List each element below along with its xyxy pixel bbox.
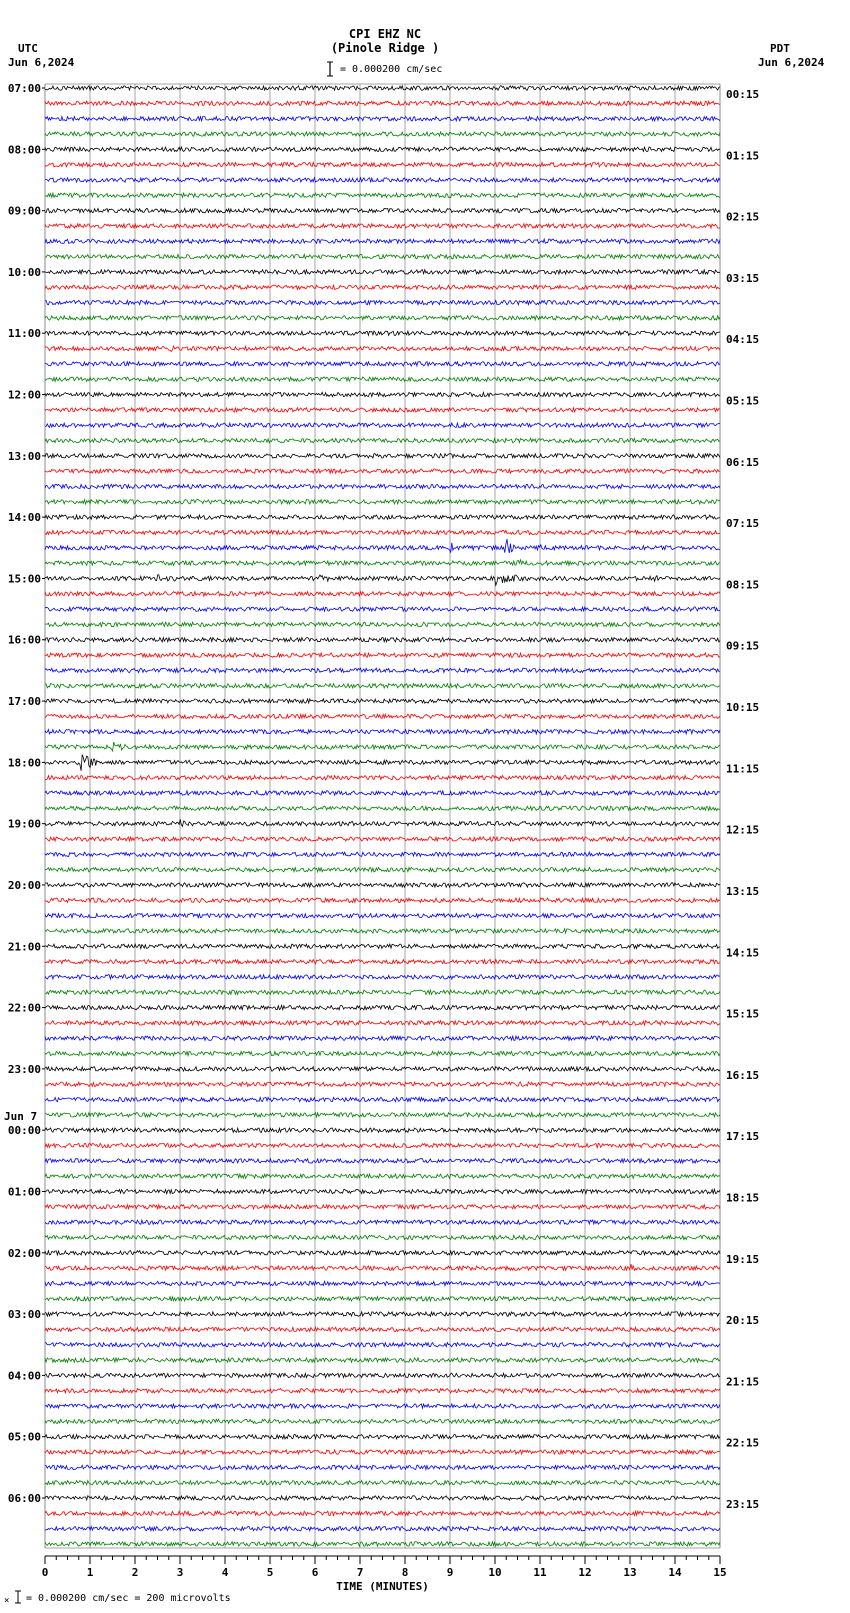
- svg-text:CPI EHZ NC: CPI EHZ NC: [349, 27, 421, 41]
- svg-text:00:15: 00:15: [726, 88, 759, 101]
- svg-text:14: 14: [668, 1566, 682, 1579]
- svg-text:22:15: 22:15: [726, 1437, 759, 1450]
- svg-text:0: 0: [42, 1566, 49, 1579]
- svg-text:17:15: 17:15: [726, 1130, 759, 1143]
- svg-text:02:00: 02:00: [8, 1247, 41, 1260]
- svg-text:8: 8: [402, 1566, 409, 1579]
- svg-text:4: 4: [222, 1566, 229, 1579]
- svg-text:00:00: 00:00: [8, 1124, 41, 1137]
- svg-text:07:00: 07:00: [8, 82, 41, 95]
- svg-text:22:00: 22:00: [8, 1002, 41, 1015]
- svg-text:07:15: 07:15: [726, 517, 759, 530]
- svg-text:3: 3: [177, 1566, 184, 1579]
- svg-text:13: 13: [623, 1566, 636, 1579]
- svg-text:11:00: 11:00: [8, 327, 41, 340]
- svg-text:01:00: 01:00: [8, 1185, 41, 1198]
- svg-text:23:00: 23:00: [8, 1063, 41, 1076]
- svg-text:1: 1: [87, 1566, 94, 1579]
- svg-text:Jun 7: Jun 7: [4, 1110, 37, 1123]
- svg-text:16:00: 16:00: [8, 634, 41, 647]
- svg-text:23:15: 23:15: [726, 1498, 759, 1511]
- svg-text:10: 10: [488, 1566, 501, 1579]
- svg-text:5: 5: [267, 1566, 274, 1579]
- svg-text:15:15: 15:15: [726, 1008, 759, 1021]
- svg-text:= 0.000200 cm/sec: = 0.000200 cm/sec: [340, 64, 442, 75]
- svg-text:03:15: 03:15: [726, 272, 759, 285]
- svg-text:04:00: 04:00: [8, 1369, 41, 1382]
- svg-text:19:15: 19:15: [726, 1253, 759, 1266]
- svg-text:14:00: 14:00: [8, 511, 41, 524]
- svg-text:11:15: 11:15: [726, 762, 759, 775]
- svg-text:21:00: 21:00: [8, 940, 41, 953]
- svg-text:(Pinole Ridge ): (Pinole Ridge ): [331, 41, 439, 55]
- svg-text:= 0.000200 cm/sec = 200 mic: = 0.000200 cm/sec = 200 microvolts: [26, 1593, 231, 1604]
- svg-text:TIME (MINUTES): TIME (MINUTES): [336, 1580, 429, 1593]
- svg-text:12: 12: [578, 1566, 591, 1579]
- svg-text:18:00: 18:00: [8, 756, 41, 769]
- svg-text:05:15: 05:15: [726, 395, 759, 408]
- svg-text:09:00: 09:00: [8, 205, 41, 218]
- svg-text:20:15: 20:15: [726, 1314, 759, 1327]
- svg-text:21:15: 21:15: [726, 1375, 759, 1388]
- svg-text:Jun 6,2024: Jun 6,2024: [8, 56, 75, 69]
- svg-text:15:00: 15:00: [8, 572, 41, 585]
- svg-text:05:00: 05:00: [8, 1431, 41, 1444]
- svg-text:14:15: 14:15: [726, 946, 759, 959]
- svg-text:13:00: 13:00: [8, 450, 41, 463]
- svg-text:12:00: 12:00: [8, 389, 41, 402]
- svg-text:08:15: 08:15: [726, 578, 759, 591]
- svg-text:03:00: 03:00: [8, 1308, 41, 1321]
- svg-text:2: 2: [132, 1566, 139, 1579]
- svg-text:04:15: 04:15: [726, 333, 759, 346]
- svg-text:08:00: 08:00: [8, 143, 41, 156]
- svg-text:09:15: 09:15: [726, 640, 759, 653]
- svg-text:10:15: 10:15: [726, 701, 759, 714]
- svg-text:06:15: 06:15: [726, 456, 759, 469]
- svg-text:12:15: 12:15: [726, 824, 759, 837]
- svg-text:16:15: 16:15: [726, 1069, 759, 1082]
- svg-text:10:00: 10:00: [8, 266, 41, 279]
- svg-text:PDT: PDT: [770, 42, 790, 55]
- seismogram-chart: CPI EHZ NC(Pinole Ridge ) = 0.000200 cm/s…: [0, 0, 850, 1613]
- svg-text:18:15: 18:15: [726, 1191, 759, 1204]
- svg-text:15: 15: [713, 1566, 726, 1579]
- svg-text:01:15: 01:15: [726, 149, 759, 162]
- svg-text:19:00: 19:00: [8, 818, 41, 831]
- svg-text:×: ×: [4, 1596, 9, 1606]
- svg-text:6: 6: [312, 1566, 319, 1579]
- svg-text:7: 7: [357, 1566, 364, 1579]
- svg-text:02:15: 02:15: [726, 211, 759, 224]
- svg-text:06:00: 06:00: [8, 1492, 41, 1505]
- svg-text:UTC: UTC: [18, 42, 38, 55]
- svg-text:9: 9: [447, 1566, 454, 1579]
- svg-text:17:00: 17:00: [8, 695, 41, 708]
- svg-text:Jun 6,2024: Jun 6,2024: [758, 56, 825, 69]
- svg-text:13:15: 13:15: [726, 885, 759, 898]
- svg-text:20:00: 20:00: [8, 879, 41, 892]
- svg-text:11: 11: [533, 1566, 547, 1579]
